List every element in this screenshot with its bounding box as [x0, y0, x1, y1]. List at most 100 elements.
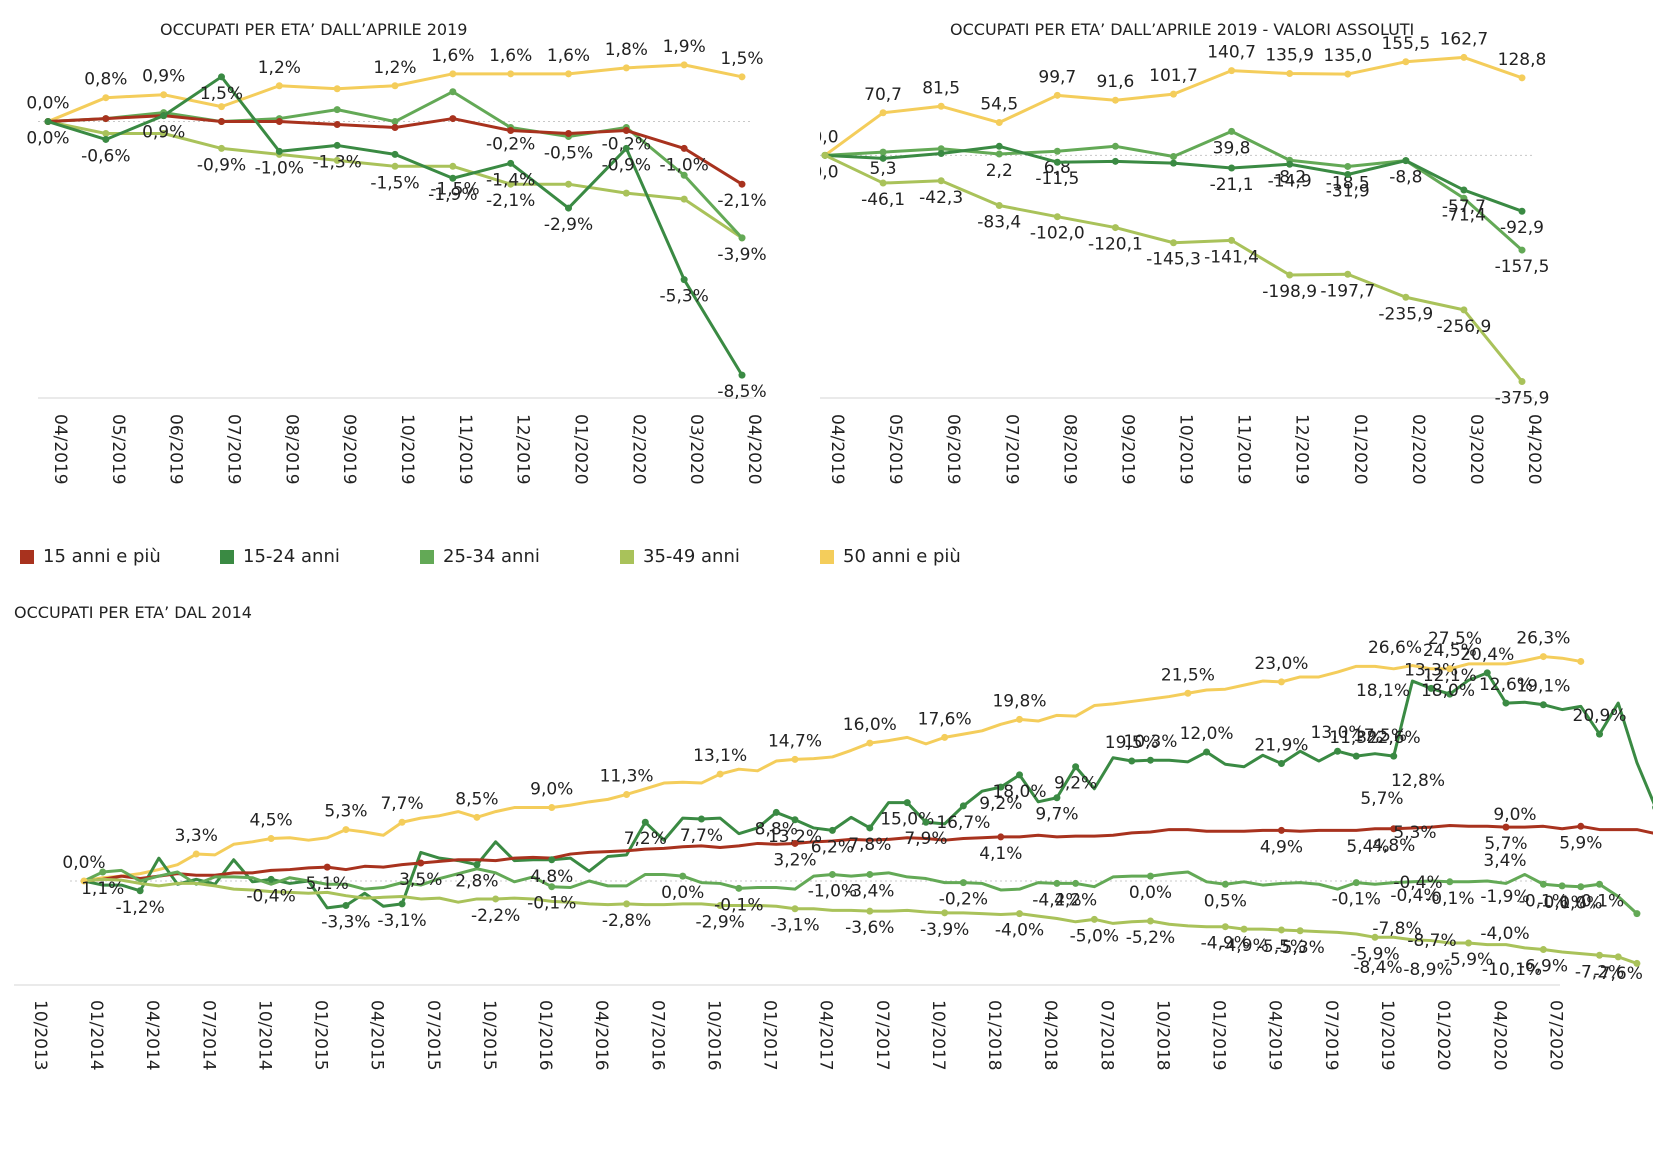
- data-label: 81,5: [922, 78, 960, 98]
- data-label: -145,3: [1146, 250, 1201, 270]
- x-tick-label: 09/2019: [1117, 414, 1137, 485]
- data-label: -1,5%: [430, 179, 479, 199]
- data-point: [623, 900, 631, 908]
- data-point: [679, 872, 687, 880]
- data-point: [1016, 771, 1023, 779]
- data-label: -1,3%: [313, 152, 362, 172]
- data-point: [565, 180, 572, 188]
- data-label: 20,4%: [1460, 645, 1514, 665]
- data-label: 135,0: [1323, 46, 1372, 66]
- data-point: [922, 818, 930, 826]
- data-label: 128,8: [1498, 50, 1547, 70]
- data-label: -5,2%: [1126, 928, 1175, 948]
- data-point: [1334, 747, 1342, 755]
- data-label: 91,6: [1096, 72, 1134, 92]
- data-point: [1228, 127, 1236, 135]
- data-label: 2,8%: [455, 872, 498, 892]
- data-label: 21,5%: [1161, 665, 1215, 685]
- data-label: 140,7: [1207, 43, 1256, 63]
- data-label: -3,3%: [321, 912, 370, 932]
- x-tick-label: 07/2020: [1545, 1000, 1565, 1071]
- data-point: [828, 826, 836, 834]
- data-point: [1170, 159, 1177, 167]
- x-tick-label: 03/2020: [686, 414, 706, 485]
- data-point: [997, 833, 1005, 841]
- data-label: 5,7%: [1484, 834, 1527, 854]
- data-point: [1170, 239, 1177, 247]
- data-label: 7,7%: [680, 826, 723, 846]
- data-label: 1,5%: [200, 84, 243, 104]
- data-label: -4,0%: [1480, 924, 1529, 944]
- chart2-title: OCCUPATI PER ETA’ DALL’APRILE 2019 - VAL…: [950, 20, 1415, 39]
- data-point: [391, 118, 399, 126]
- data-label: 26,3%: [1516, 629, 1570, 649]
- legend-label: 35-49 anni: [643, 546, 740, 567]
- data-point: [622, 127, 630, 135]
- data-label: 3,3%: [175, 826, 218, 846]
- legend-swatch: [620, 549, 634, 564]
- data-label: 12,6%: [1479, 675, 1533, 695]
- data-point: [1344, 70, 1352, 78]
- data-point: [1390, 825, 1398, 833]
- x-tick-label: 06/2019: [166, 414, 186, 485]
- data-label: 18,0%: [1421, 681, 1475, 701]
- data-label: -57,7: [1442, 197, 1486, 217]
- data-label: -11,5: [1035, 169, 1079, 189]
- data-point: [1228, 164, 1236, 172]
- data-label: 0,0: [820, 127, 839, 147]
- data-label: -8,4%: [1353, 958, 1402, 978]
- data-label: 4,5%: [249, 811, 292, 831]
- legend-item: 15 anni e più: [20, 546, 161, 567]
- data-point: [1577, 657, 1585, 665]
- data-point: [1296, 927, 1304, 935]
- data-point: [1502, 823, 1510, 831]
- data-label: -1,0%: [660, 155, 709, 175]
- data-label: 9,2%: [979, 794, 1022, 814]
- data-point: [937, 145, 945, 153]
- data-label: 5,9%: [1559, 833, 1602, 853]
- data-point: [1596, 951, 1604, 959]
- data-point: [192, 850, 200, 858]
- data-point: [738, 234, 746, 242]
- data-label: -7,2%: [1575, 962, 1624, 982]
- x-tick-label: 07/2019: [1321, 1000, 1341, 1071]
- data-label: 0,0%: [62, 853, 105, 873]
- data-point: [1286, 271, 1294, 279]
- data-label: 5,3: [870, 159, 897, 179]
- data-point: [1518, 74, 1526, 82]
- data-label: 54,5: [980, 95, 1018, 115]
- x-tick-label: 09/2019: [339, 414, 359, 485]
- x-tick-label: 07/2014: [198, 1000, 218, 1071]
- data-point: [1072, 763, 1080, 771]
- data-label: 162,7: [1440, 29, 1489, 49]
- data-point: [1539, 880, 1547, 888]
- x-tick-label: 07/2018: [1096, 1000, 1116, 1071]
- data-label: 1,6%: [431, 46, 474, 66]
- data-point: [1371, 933, 1379, 941]
- data-label: -0,4%: [1393, 873, 1442, 893]
- data-point: [1053, 213, 1061, 221]
- data-point: [1483, 669, 1491, 677]
- data-point: [1146, 756, 1154, 764]
- x-tick-label: 03/2020: [1466, 414, 1486, 485]
- data-point: [391, 150, 399, 158]
- x-tick-label: 04/2015: [367, 1000, 387, 1071]
- legend-swatch: [820, 549, 834, 564]
- data-point: [333, 156, 341, 164]
- data-label: 13,3%: [1404, 660, 1458, 680]
- data-label: -1,0%: [255, 158, 304, 178]
- data-point: [623, 790, 631, 798]
- data-point: [1286, 160, 1294, 168]
- data-label: -8,2: [1273, 167, 1306, 187]
- data-label: 4,9%: [1260, 837, 1303, 857]
- data-label: -0,1%: [1537, 893, 1586, 913]
- data-point: [879, 109, 887, 117]
- data-point: [1402, 58, 1410, 66]
- data-point: [791, 755, 799, 763]
- x-tick-label: 10/2015: [479, 1000, 499, 1071]
- data-label: 8,5%: [455, 789, 498, 809]
- data-label: 7,2%: [624, 829, 667, 849]
- legend-label: 15 anni e più: [43, 546, 161, 567]
- data-point: [99, 868, 107, 876]
- data-label: -2,8%: [602, 911, 651, 931]
